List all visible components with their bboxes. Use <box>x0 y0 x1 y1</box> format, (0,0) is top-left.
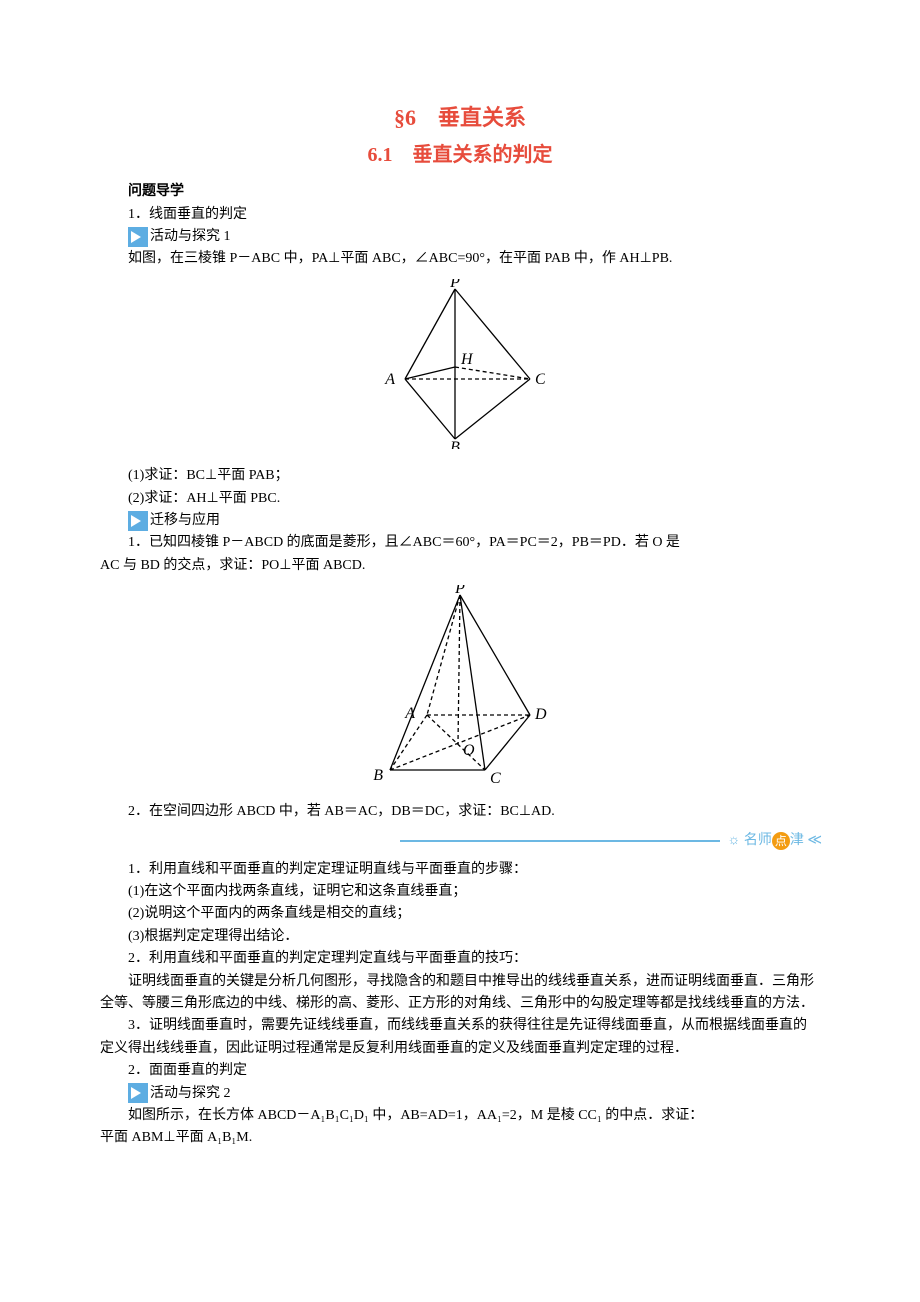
proof-1-2: (2)求证：AH⊥平面 PBC. <box>100 488 820 510</box>
fig2-label-o: O <box>463 742 475 759</box>
activity-2-line2: 平面 ABM⊥平面 A₁B₁M. <box>100 1127 820 1149</box>
fig2-label-p: P <box>454 585 465 597</box>
transfer-2: 2．在空间四边形 ABCD 中，若 AB＝AC，DB＝DC，求证：BC⊥AD. <box>100 801 820 823</box>
fig2-label-c: C <box>490 770 501 785</box>
tip-1-3: (3)根据判定定理得出结论． <box>100 926 820 948</box>
fig1-label-a: A <box>384 371 395 388</box>
activity-1-label: 活动与探究 1 <box>150 229 231 244</box>
tip-1-2: (2)说明这个平面内的两条直线是相交的直线； <box>100 903 820 925</box>
activity-2-row: 活动与探究 2 <box>100 1083 820 1105</box>
tip-3: 3．证明线面垂直时，需要先证线线垂直，而线线垂直关系的获得往往是先证得线面垂直，… <box>100 1015 820 1060</box>
transfer-row: 迁移与应用 <box>100 510 820 532</box>
tips-divider: ☼ 名师点津 ≪ <box>100 830 820 853</box>
divider-line <box>400 840 720 842</box>
fig1-label-h: H <box>460 351 474 368</box>
topic-2: 2．面面垂直的判定 <box>100 1060 820 1082</box>
tip-1: 1．利用直线和平面垂直的判定定理证明直线与平面垂直的步骤： <box>100 859 820 881</box>
figure-2: P A B C D O <box>100 585 820 793</box>
fig1-label-c: C <box>535 371 545 388</box>
fig2-label-d: D <box>534 706 547 723</box>
main-title: §6 垂直关系 <box>100 100 820 135</box>
tip-1-1: (1)在这个平面内找两条直线，证明它和这条直线垂直； <box>100 881 820 903</box>
activity-2-label: 活动与探究 2 <box>150 1086 231 1101</box>
dot-icon: 点 <box>772 832 790 850</box>
transfer-1-line2: AC 与 BD 的交点，求证：PO⊥平面 ABCD. <box>100 555 820 577</box>
tip-2: 2．利用直线和平面垂直的判定定理判定直线与平面垂直的技巧： <box>100 948 820 970</box>
arrow-icon <box>128 1083 148 1103</box>
fig2-label-a: A <box>404 705 415 722</box>
tip-2-body: 证明线面垂直的关键是分析几何图形，寻找隐含的和题目中推导出的线线垂直关系，进而证… <box>100 971 820 1016</box>
transfer-label: 迁移与应用 <box>150 513 220 528</box>
fig1-label-b: B <box>450 439 460 449</box>
sub-title: 6.1 垂直关系的判定 <box>100 139 820 171</box>
fig1-label-p: P <box>449 279 460 291</box>
activity-2-line1: 如图所示，在长方体 ABCD－A₁B₁C₁D₁ 中，AB=AD=1，AA₁=2，… <box>100 1105 820 1127</box>
topic-1: 1．线面垂直的判定 <box>100 204 820 226</box>
sun-icon: ☼ <box>728 833 741 848</box>
activity-1-row: 活动与探究 1 <box>100 226 820 248</box>
fig2-label-b: B <box>373 767 383 784</box>
proof-1-1: (1)求证：BC⊥平面 PAB； <box>100 465 820 487</box>
chevrons-icon: ≪ <box>807 833 820 848</box>
arrow-icon <box>128 227 148 247</box>
problem-guide-heading: 问题导学 <box>100 181 820 203</box>
transfer-1-line1: 1．已知四棱锥 P－ABCD 的底面是菱形，且∠ABC＝60°，PA＝PC＝2，… <box>100 532 820 554</box>
activity-1-text: 如图，在三棱锥 P－ABC 中，PA⊥平面 ABC，∠ABC=90°，在平面 P… <box>100 248 820 270</box>
figure-1: P A B C H <box>100 279 820 457</box>
tips-label-wrap: ☼ 名师点津 ≪ <box>728 833 821 848</box>
arrow-icon <box>128 511 148 531</box>
